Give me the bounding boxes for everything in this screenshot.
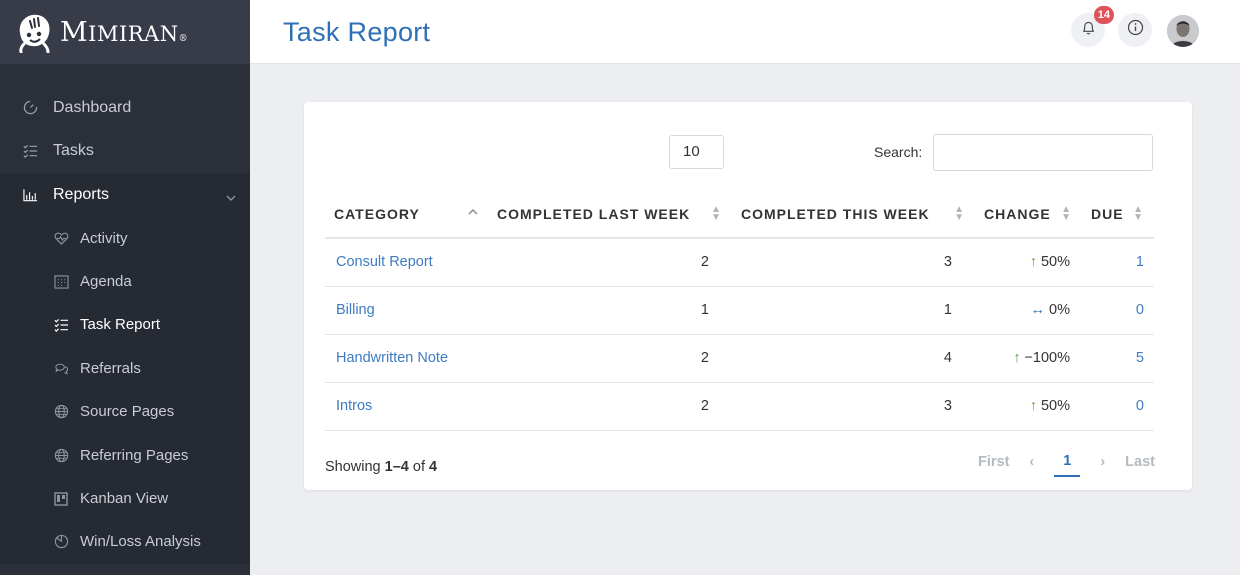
completed-this-week: 4 xyxy=(732,334,975,383)
sidebar: MIMIRAN® Dashboard Tasks Reports xyxy=(0,0,250,575)
pager-prev[interactable]: ‹ xyxy=(1029,454,1035,470)
pager-last[interactable]: Last xyxy=(1125,454,1155,470)
completed-last-week: 2 xyxy=(488,238,732,287)
column-header-change[interactable]: CHANGE ▲ ▼ xyxy=(975,190,1082,239)
completed-last-week: 2 xyxy=(488,382,732,431)
sidebar-item-agenda[interactable]: Agenda xyxy=(0,260,250,303)
globe-icon xyxy=(53,404,69,420)
category-link[interactable]: Intros xyxy=(325,382,488,431)
table-row: Consult Report 2 3 ↑ 50% 1 xyxy=(325,238,1154,287)
brand[interactable]: MIMIRAN® xyxy=(0,0,250,64)
sidebar-item-label: Activity xyxy=(80,229,128,247)
nav-item-label: Reports xyxy=(53,185,110,203)
sidebar-item-activity[interactable]: Activity xyxy=(0,217,250,260)
pager-current-page[interactable]: 1 xyxy=(1054,453,1081,477)
brand-wordmark: MIMIRAN® xyxy=(60,16,189,48)
bar-chart-icon xyxy=(22,187,38,203)
globe-icon xyxy=(53,447,69,463)
info-button[interactable] xyxy=(1118,13,1152,47)
sidebar-item-source-pages[interactable]: Source Pages xyxy=(0,390,250,433)
category-link[interactable]: Consult Report xyxy=(325,238,488,287)
column-header-category[interactable]: CATEGORY xyxy=(325,190,488,239)
category-link[interactable]: Billing xyxy=(325,286,488,335)
sidebar-item-label: Referrals xyxy=(80,359,141,377)
due-link[interactable]: 5 xyxy=(1082,334,1154,383)
completed-this-week: 1 xyxy=(732,286,975,335)
search-input[interactable] xyxy=(933,134,1153,171)
sort-icon: ▲ ▼ xyxy=(711,204,722,223)
pager-first[interactable]: First xyxy=(977,454,1010,470)
heart-pulse-icon xyxy=(53,230,69,246)
sidebar-item-label: Win/Loss Analysis xyxy=(80,533,201,551)
pager-next[interactable]: › xyxy=(1100,454,1106,470)
sidebar-item-referring-pages[interactable]: Referring Pages xyxy=(0,433,250,476)
page-size-select[interactable]: 10 xyxy=(669,135,724,169)
change-cell: ↑ 50% xyxy=(975,382,1082,431)
change-cell: ↑ −100% xyxy=(975,334,1082,383)
nav-item-label: Tasks xyxy=(53,142,94,160)
sort-icon: ▲ ▼ xyxy=(954,204,965,223)
nav-item-reports[interactable]: Reports xyxy=(0,173,250,217)
arrow-left-right-icon: ↔ xyxy=(1030,302,1046,318)
column-header-due[interactable]: DUE ▲ ▼ xyxy=(1082,190,1154,239)
nav-item-label: Dashboard xyxy=(53,98,132,116)
notification-badge: 14 xyxy=(1093,6,1114,24)
task-report-card: 10 Search: CATEGORY COMPLETED LAST WEEK … xyxy=(304,102,1192,490)
completed-last-week: 2 xyxy=(488,334,732,383)
calendar-icon xyxy=(53,274,69,290)
task-report-table: CATEGORY COMPLETED LAST WEEK ▲ ▼ COMPLETE… xyxy=(325,190,1154,431)
due-link[interactable]: 0 xyxy=(1082,286,1154,335)
change-cell: ↑ 50% xyxy=(975,238,1082,287)
avatar[interactable] xyxy=(1167,15,1199,47)
sidebar-item-kanban-view[interactable]: Kanban View xyxy=(0,477,250,520)
column-header-completed-this-week[interactable]: COMPLETED THIS WEEK ▲ ▼ xyxy=(732,190,975,239)
reports-submenu: Activity Agenda Task Report Referrals xyxy=(0,216,250,564)
completed-last-week: 1 xyxy=(488,286,732,335)
sort-icon: ▲ ▼ xyxy=(1133,204,1144,223)
sort-icon: ▲ ▼ xyxy=(1061,204,1072,223)
due-link[interactable]: 0 xyxy=(1082,382,1154,431)
list-check-icon xyxy=(22,143,38,159)
sidebar-item-label: Source Pages xyxy=(80,403,175,421)
chat-bubbles-icon xyxy=(53,360,69,376)
completed-this-week: 3 xyxy=(732,238,975,287)
arrow-up-icon: ↑ xyxy=(1029,398,1037,414)
main-nav: Dashboard Tasks Reports Activity xyxy=(0,64,250,564)
sidebar-item-label: Referring Pages xyxy=(80,446,189,464)
list-check-icon xyxy=(53,317,69,333)
change-cell: ↔ 0% xyxy=(975,286,1082,335)
arrow-up-icon: ↑ xyxy=(1013,350,1021,366)
table-header-row: CATEGORY COMPLETED LAST WEEK ▲ ▼ COMPLETE… xyxy=(325,190,1154,239)
sidebar-item-win-loss[interactable]: Win/Loss Analysis xyxy=(0,520,250,563)
page-title: Task Report xyxy=(283,17,431,47)
notifications-button[interactable]: 14 xyxy=(1071,6,1114,47)
nav-item-dashboard[interactable]: Dashboard xyxy=(0,86,250,130)
chevron-down-icon xyxy=(226,188,236,206)
table-row: Handwritten Note 2 4 ↑ −100% 5 xyxy=(325,334,1154,383)
arrow-up-icon: ↑ xyxy=(1029,254,1037,271)
bell-icon xyxy=(1081,20,1096,41)
table-row: Billing 1 1 ↔ 0% 0 xyxy=(325,286,1154,335)
pie-chart-icon xyxy=(53,534,69,550)
sort-asc-icon xyxy=(468,209,478,217)
logo-icon xyxy=(14,11,54,54)
topbar: Task Report 14 xyxy=(250,0,1240,64)
sidebar-item-task-report[interactable]: Task Report xyxy=(0,303,250,346)
nav-item-tasks[interactable]: Tasks xyxy=(0,130,250,174)
gauge-icon xyxy=(22,100,38,116)
completed-this-week: 3 xyxy=(732,382,975,431)
kanban-icon xyxy=(53,491,69,507)
column-header-completed-last-week[interactable]: COMPLETED LAST WEEK ▲ ▼ xyxy=(488,190,732,239)
info-icon xyxy=(1127,19,1144,41)
sidebar-item-label: Agenda xyxy=(80,273,132,291)
sidebar-item-label: Task Report xyxy=(80,316,161,334)
search-label: Search: xyxy=(874,144,923,160)
category-link[interactable]: Handwritten Note xyxy=(325,334,488,383)
sidebar-item-referrals[interactable]: Referrals xyxy=(0,347,250,390)
table-row: Intros 2 3 ↑ 50% 0 xyxy=(325,382,1154,431)
due-link[interactable]: 1 xyxy=(1082,238,1154,287)
table-info: Showing 1–4 of 4 xyxy=(325,459,438,475)
sidebar-item-label: Kanban View xyxy=(80,490,169,508)
pagination: First ‹ 1 › Last xyxy=(958,447,1155,477)
